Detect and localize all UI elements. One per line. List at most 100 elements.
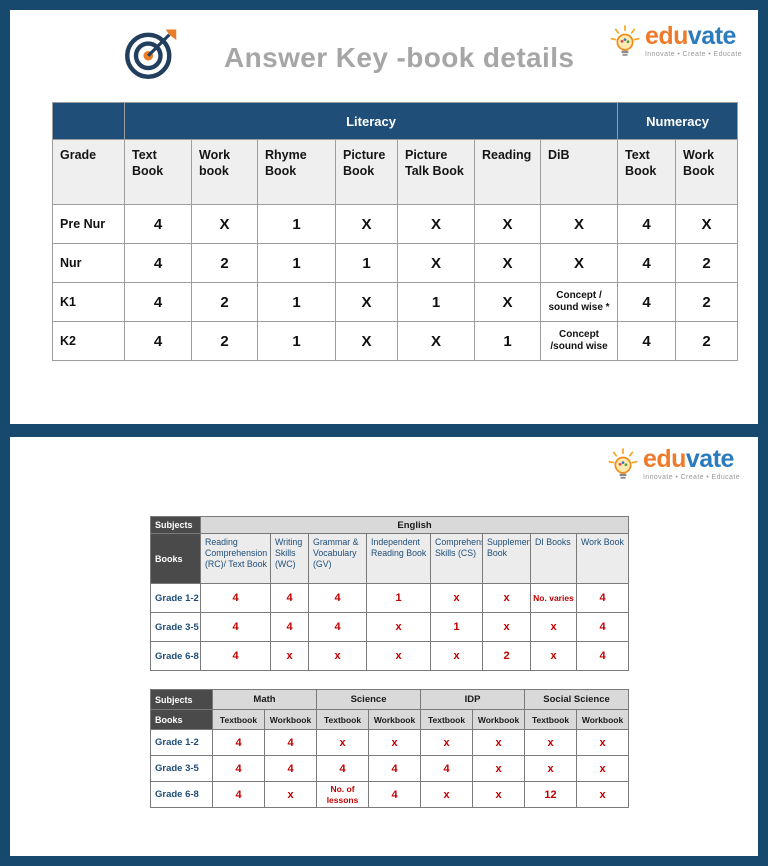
table-cell: x (430, 641, 483, 671)
table-cell: x (316, 729, 370, 756)
table-cell: x (472, 781, 526, 808)
table-cell: x (430, 583, 483, 613)
column-header-row: Books Textbook Workbook Textbook Workboo… (150, 709, 630, 730)
english-group-header: English (199, 516, 630, 534)
grade-label: Grade 3-5 (150, 612, 201, 642)
grade-label: K2 (52, 321, 125, 361)
column-header: DiB (539, 139, 619, 205)
table-cell: 4 (575, 641, 630, 671)
books-header: Books (150, 709, 213, 730)
table-cell: X (397, 204, 475, 244)
slide-1: Answer Key -book details (10, 10, 758, 424)
slide-1-header: Answer Key -book details (10, 10, 758, 102)
table-cell: 4 (575, 583, 630, 613)
column-header: Writing Skills (WC) (270, 533, 309, 584)
table-cell: 4 (200, 641, 271, 671)
brand-tagline: Innovate • Create • Educate (644, 51, 742, 58)
grade-label: Grade 1-2 (150, 729, 213, 756)
table-cell: x (576, 781, 630, 808)
table-cell: x (420, 729, 474, 756)
table-cell: x (368, 729, 422, 756)
table-cell: 1 (257, 243, 336, 283)
column-header: Workbook (472, 709, 526, 730)
column-header: Workbook (576, 709, 630, 730)
group-header-row: Subjects Math Science IDP Social Science (150, 689, 630, 710)
table-cell: 4 (316, 755, 370, 782)
table-cell: 4 (368, 755, 422, 782)
table-cell: 2 (191, 321, 258, 361)
table-cell: X (335, 204, 398, 244)
table-cell: x (576, 755, 630, 782)
column-header: Work book (191, 139, 258, 205)
table-cell: 12 (524, 781, 578, 808)
column-header: Text Book (124, 139, 192, 205)
column-header: Textbook (420, 709, 474, 730)
table-cell: Concept / sound wise * (539, 282, 619, 322)
brand-tagline: Innovate • Create • Educate (642, 474, 740, 481)
table-cell: Concept /sound wise (539, 321, 619, 361)
column-header: Work Book (575, 533, 630, 584)
idp-group-header: IDP (420, 689, 526, 710)
math-group-header: Math (211, 689, 318, 710)
table-cell: x (366, 641, 431, 671)
column-header: Reading (474, 139, 541, 205)
table-cell: x (308, 641, 367, 671)
table-cell: 4 (124, 321, 192, 361)
table-cell: x (472, 755, 526, 782)
brand-name-part2: vate (687, 22, 737, 50)
table-cell: 1 (366, 583, 431, 613)
table-cell: 1 (257, 282, 336, 322)
table-cell: 4 (200, 583, 271, 613)
table-cell: x (524, 755, 578, 782)
grade-label: Pre Nur (52, 204, 125, 244)
english-books-table: Subjects English Books Reading Comprehen… (150, 516, 630, 671)
table-row: Nur 4 2 1 1 X X X 4 2 (52, 243, 739, 283)
brand-name: eduvate (643, 447, 740, 472)
table-cell: X (539, 204, 619, 244)
table-cell: 2 (675, 282, 739, 322)
table-cell: 4 (617, 204, 677, 244)
table-cell: 4 (212, 729, 265, 756)
table-row: Grade 6-8 4 x No. of lessons 4 x x 12 x (150, 781, 630, 808)
table-cell: X (397, 321, 475, 361)
table-row: Grade 3-5 4 4 4 4 4 x x x (150, 755, 630, 782)
column-header: Textbook (212, 709, 265, 730)
table-cell: x (530, 641, 577, 671)
table-cell: 4 (124, 282, 192, 322)
column-header: Textbook (316, 709, 370, 730)
table-cell: 1 (335, 243, 398, 283)
column-header: Comprehension Skills (CS) (430, 533, 483, 584)
column-header: Reading Comprehension (RC)/ Text Book (200, 533, 271, 584)
eduvate-logo: eduvate Innovate • Create • Educate (608, 24, 742, 67)
table-cell: X (675, 204, 739, 244)
table-cell: 4 (308, 583, 367, 613)
table-cell: 4 (212, 781, 265, 808)
table-cell: 1 (257, 321, 336, 361)
table-cell: X (397, 243, 475, 283)
table-cell: 4 (617, 282, 677, 322)
table-cell: X (474, 282, 541, 322)
table-cell: x (482, 583, 531, 613)
column-header-row: Books Reading Comprehension (RC)/ Text B… (150, 533, 630, 584)
grade-label: Grade 6-8 (150, 641, 201, 671)
grade-label: Grade 1-2 (150, 583, 201, 613)
table-cell: x (472, 729, 526, 756)
table-cell: 4 (124, 204, 192, 244)
subjects-books-table: Subjects Math Science IDP Social Science… (150, 689, 630, 808)
brand-name: eduvate (645, 24, 742, 49)
column-header: Workbook (263, 709, 318, 730)
table-row: K2 4 2 1 X X 1 Concept /sound wise 4 2 (52, 321, 739, 361)
table-cell: X (335, 282, 398, 322)
group-header-row: Literacy Numeracy (52, 102, 739, 140)
column-header: Grade (52, 139, 125, 205)
table-cell: x (482, 612, 531, 642)
table-cell: X (539, 243, 619, 283)
literacy-group-header: Literacy (123, 102, 619, 140)
table-cell: 4 (617, 243, 677, 283)
page-title: Answer Key -book details (224, 42, 575, 73)
table-row: Pre Nur 4 X 1 X X X X 4 X (52, 204, 739, 244)
column-header: Grammar & Vocabulary (GV) (308, 533, 367, 584)
lightbulb-icon (608, 24, 642, 67)
table-cell: X (191, 204, 258, 244)
table-cell: x (576, 729, 630, 756)
